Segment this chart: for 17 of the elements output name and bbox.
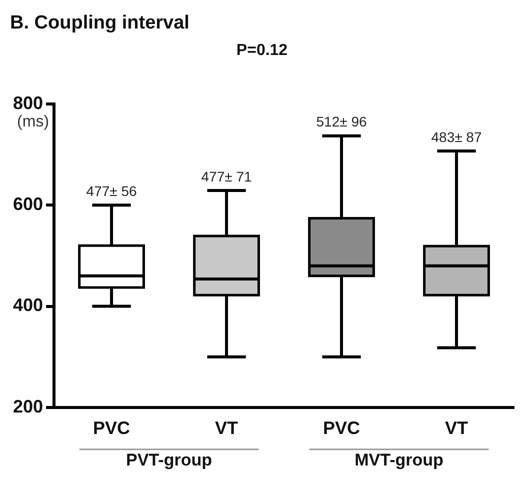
y-tick-label: 200 <box>12 396 44 416</box>
y-tick-label: 600 <box>12 194 44 214</box>
x-tick-label: VT <box>215 418 238 438</box>
x-tick-label: VT <box>444 418 468 438</box>
y-tick-label: 400 <box>12 295 44 316</box>
text: PVT-group <box>126 450 212 470</box>
y-axis-title: (ms) <box>17 113 50 130</box>
chart-subtitle: P=0.12 <box>236 42 288 59</box>
annotation: 512± 96 <box>316 114 367 130</box>
annotation: 483± 87 <box>431 128 482 145</box>
y-tick-label: 800 <box>12 92 44 113</box>
x-tick-label: PVC <box>323 418 360 438</box>
text: MVT-group <box>354 450 444 470</box>
annotation: 477± 56 <box>86 182 137 199</box>
annotation: 477± 71 <box>201 168 252 184</box>
chart-title: B. Coupling interval <box>10 12 190 34</box>
x-tick-label: PVC <box>93 418 130 438</box>
